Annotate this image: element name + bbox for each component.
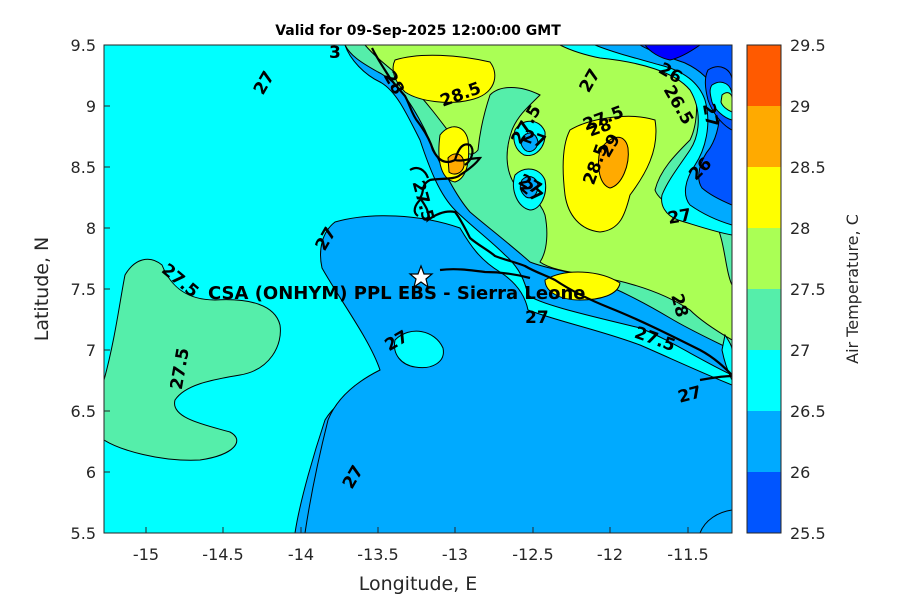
- colorbar-swatch: [747, 289, 781, 351]
- contour-fill-27-se: [721, 333, 732, 381]
- contour-fill-26p5-se: [699, 509, 732, 533]
- y-tick-label: 5.5: [71, 524, 96, 543]
- colorbar-tick-label: 26: [790, 463, 810, 482]
- colorbar: [747, 45, 781, 534]
- tick-marks: [104, 44, 689, 534]
- y-tick-label: 7: [86, 341, 96, 360]
- x-tick-label: -14.5: [202, 545, 243, 564]
- colorbar-swatch: [747, 228, 781, 290]
- y-tick-label: 7.5: [71, 280, 96, 299]
- colorbar-tick-labels: 29.5 29 28.5 28 27.5 27 26.5 26 25.5: [790, 36, 826, 543]
- colorbar-tick-label: 27.5: [790, 280, 826, 299]
- y-tick-label: 8: [86, 219, 96, 238]
- x-tick-label: -14: [288, 545, 314, 564]
- y-tick-label: 9.5: [71, 36, 96, 55]
- x-tick-label: -13.5: [357, 545, 398, 564]
- x-axis-label: Longitude, E: [359, 573, 478, 595]
- colorbar-tick-label: 28: [790, 219, 810, 238]
- contour-label: 3: [329, 43, 341, 63]
- y-tick-label: 8.5: [71, 158, 96, 177]
- site-label: CSA (ONHYM) PPL EBS - Sierra Leone: [208, 283, 585, 304]
- y-tick-label: 6.5: [71, 402, 96, 421]
- y-tick-label: 6: [86, 463, 96, 482]
- coastline: [371, 47, 732, 382]
- colorbar-tick-label: 28.5: [790, 158, 826, 177]
- contour-label: 27: [666, 205, 693, 229]
- contour-fill-27-island: [393, 330, 444, 369]
- colorbar-label: Air Temperature, C: [843, 214, 862, 364]
- colorbar-swatch: [747, 45, 781, 107]
- contour-fill-26-ne: [639, 45, 732, 206]
- colorbar-tick-label: 25.5: [790, 524, 826, 543]
- colorbar-swatch: [747, 472, 781, 534]
- colorbar-swatch: [747, 411, 781, 473]
- contour-fill-25p5-ne: [644, 45, 701, 61]
- contour-fill-29-coast: [447, 153, 465, 175]
- x-tick-label: -11.5: [667, 545, 708, 564]
- contour-fill-29-central: [597, 136, 629, 189]
- contour-fill-26p5-ne: [594, 45, 732, 226]
- colorbar-tick-label: 26.5: [790, 402, 826, 421]
- y-axis-label: Latitude, N: [31, 237, 53, 342]
- colorbar-swatch: [747, 167, 781, 229]
- colorbar-frame: [746, 44, 782, 534]
- colorbar-swatch: [747, 350, 781, 412]
- plot-title: Valid for 09-Sep-2025 12:00:00 GMT: [275, 23, 561, 39]
- y-tick-labels: 9.5 9 8.5 8 7.5 7 6.5 6 5.5: [71, 36, 96, 543]
- contour-fill-26p5-pocket1: [519, 176, 539, 199]
- x-tick-label: -12.5: [512, 545, 553, 564]
- contour-label: 27: [525, 308, 549, 328]
- colorbar-tick-label: 29: [790, 97, 810, 116]
- contour-fill-27p5-west: [104, 258, 281, 461]
- contour-fill-28p5-south: [544, 271, 621, 301]
- contour-fill-28-ne-ring: [720, 92, 732, 113]
- x-tick-label: -15: [133, 545, 159, 564]
- contour-fill-26p5-pocket2: [520, 132, 539, 153]
- x-tick-label: -12: [597, 545, 623, 564]
- colorbar-tick-label: 29.5: [790, 36, 826, 55]
- colorbar-tick-label: 27: [790, 341, 810, 360]
- x-tick-labels: -15 -14.5 -14 -13.5 -13 -12.5 -12 -11.5: [133, 545, 709, 564]
- x-tick-label: -13: [442, 545, 468, 564]
- contour-label: 27: [698, 102, 722, 129]
- contour-fill-28p5-north: [392, 54, 496, 103]
- colorbar-swatch: [747, 106, 781, 168]
- contour-field: [104, 45, 732, 533]
- site-star-icon: [408, 264, 434, 289]
- y-tick-label: 9: [86, 97, 96, 116]
- contour-fill-26p5-central: [304, 215, 732, 533]
